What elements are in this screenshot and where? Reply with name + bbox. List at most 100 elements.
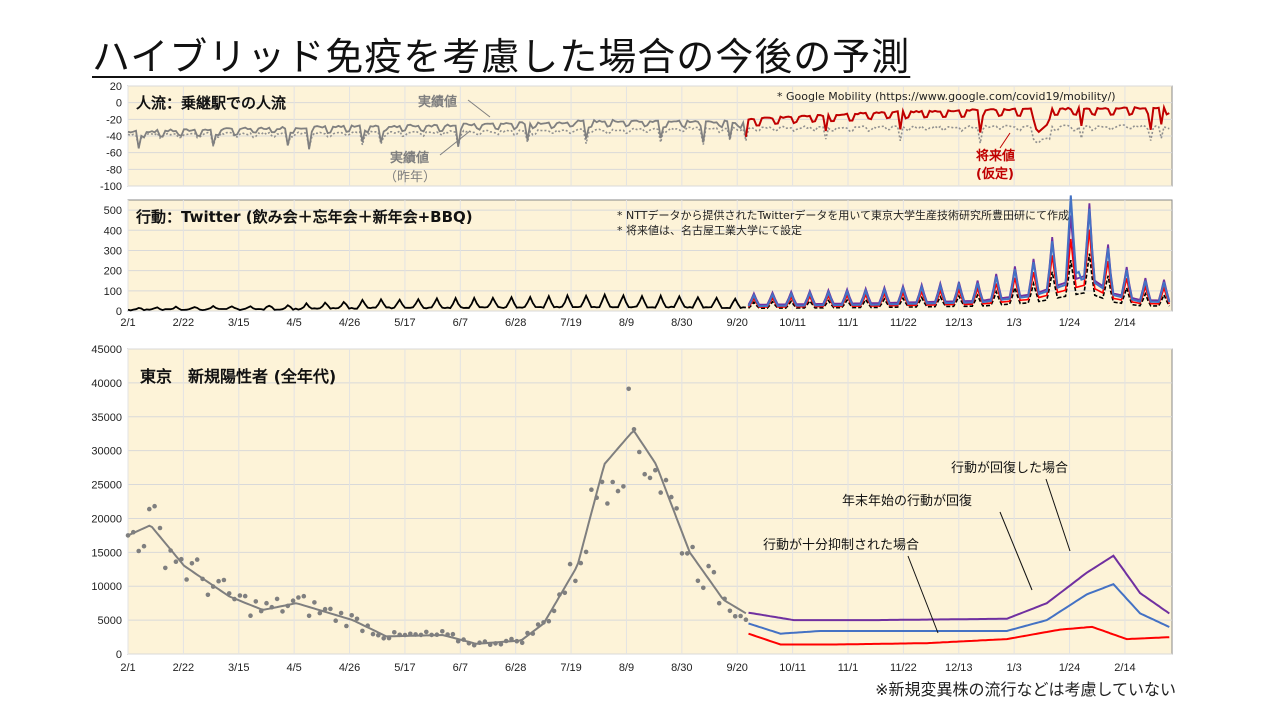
y-tick-label: 30000 — [91, 446, 122, 458]
x-tick-label: 2/14 — [1114, 317, 1135, 329]
data-dot — [690, 544, 695, 550]
data-dot — [519, 640, 525, 646]
data-dot — [147, 506, 152, 512]
panel3-annotation-holiday-leader — [999, 511, 1033, 591]
x-tick-label: 1/24 — [1059, 317, 1080, 329]
data-dot — [701, 585, 706, 591]
data-dot — [562, 590, 568, 596]
data-dot — [306, 613, 312, 619]
data-dot — [152, 503, 157, 509]
data-dot — [685, 551, 690, 556]
data-dot — [567, 561, 573, 567]
data-dot — [290, 598, 296, 603]
data-dot — [163, 565, 168, 571]
panel1-y-ticks: 20 0 -20 -40 -60 -80 -100 — [100, 81, 122, 193]
data-dot — [679, 551, 685, 556]
panel3-series-holiday — [748, 583, 1170, 635]
x-tick-label: 10/11 — [779, 662, 806, 674]
x-tick-label: 11/1 — [838, 662, 859, 674]
panel1-label-last-year-sub: （昨年） — [384, 170, 436, 185]
y-tick-label: 45000 — [91, 344, 122, 356]
panel2-note1: * NTTデータから提供されたTwitterデータを用いて東京大学生産技術研究所… — [617, 208, 1069, 222]
panel3-annotation-recovered-leader — [1045, 478, 1071, 552]
data-dot — [322, 606, 328, 612]
y-tick-label: -40 — [106, 131, 122, 143]
data-dot — [711, 569, 717, 575]
data-dot — [546, 618, 552, 624]
data-dot — [450, 631, 456, 637]
data-dot — [578, 560, 584, 566]
panel2-note2: * 将来値は、名古屋工業大学にて設定 — [617, 223, 802, 237]
y-tick-label: 20 — [110, 81, 122, 93]
data-dot — [280, 609, 285, 614]
data-dot — [184, 577, 189, 582]
data-dot — [333, 618, 339, 623]
data-dot — [743, 617, 749, 622]
x-tick-label: 6/28 — [505, 317, 526, 329]
y-tick-label: 40000 — [91, 378, 122, 390]
data-dot — [732, 614, 738, 619]
data-dot — [205, 592, 211, 598]
x-tick-label: 11/22 — [890, 662, 917, 674]
panel1-series-last-year-future — [745, 124, 1170, 144]
y-tick-label: 35000 — [91, 412, 122, 424]
data-dot — [727, 608, 733, 614]
panel3-annotation-holiday: 年末年始の行動が回復 — [842, 493, 972, 509]
panel1-label-future: 将来値 — [976, 148, 1015, 164]
data-dot — [551, 608, 557, 614]
data-dot — [328, 606, 333, 612]
panel3-annotation-restrained: 行動が十分抑制された場合 — [763, 538, 919, 553]
data-dot — [354, 616, 360, 622]
data-dot — [301, 593, 307, 599]
x-tick-label: 9/20 — [727, 662, 748, 674]
data-dot — [141, 543, 147, 549]
panel2-x-ticks: 2/1 2/22 3/15 4/5 4/26 5/17 6/7 6/28 7/19 8/9 8/30… — [120, 317, 1135, 329]
panel1-label-actual: 実績値 — [418, 94, 457, 110]
data-dot — [360, 628, 365, 634]
y-tick-label: 25000 — [91, 480, 122, 492]
data-dot — [296, 595, 301, 600]
y-tick-label: -80 — [106, 164, 122, 176]
panel2-title: 行動：Twitter (飲み会＋忘年会＋新年会+BBQ) — [135, 208, 473, 226]
y-tick-label: 400 — [104, 225, 122, 237]
panel3-series-actual — [127, 429, 747, 645]
panel3-annotation-restrained-leader — [907, 555, 939, 634]
x-tick-label: 8/30 — [671, 662, 692, 674]
panel2-series-recovered-blue — [747, 195, 1171, 308]
data-dot — [237, 593, 243, 598]
y-tick-label: -20 — [106, 114, 122, 126]
data-dot — [498, 642, 504, 647]
y-tick-label: 20000 — [91, 513, 122, 525]
y-tick-label: 0 — [116, 306, 122, 318]
data-dot — [392, 630, 397, 635]
y-tick-label: -100 — [100, 181, 122, 193]
x-tick-label: 11/1 — [838, 317, 859, 329]
panel1-series-last-year — [127, 125, 747, 150]
panel1-grid — [127, 85, 1172, 187]
data-dot — [610, 479, 615, 485]
panel3-x-ticks: 2/1 2/22 3/15 4/5 4/26 5/17 6/7 6/28 7/19 8/9 8/30… — [120, 662, 1135, 674]
data-dot — [253, 599, 259, 604]
x-tick-label: 2/1 — [120, 662, 135, 674]
x-tick-label: 12/13 — [945, 662, 973, 674]
x-tick-label: 2/22 — [173, 662, 194, 674]
panel2-grid — [127, 200, 1172, 312]
panel1-source-note: * Google Mobility (https://www.google.co… — [777, 90, 1116, 103]
panel1-series-actual — [127, 118, 747, 150]
data-dot — [157, 525, 163, 531]
x-tick-label: 9/20 — [727, 317, 748, 329]
data-dot — [626, 386, 631, 392]
data-dot — [338, 610, 344, 616]
y-tick-label: 5000 — [98, 615, 122, 627]
data-dot — [317, 610, 323, 616]
data-dot — [349, 613, 355, 618]
data-dot — [440, 629, 445, 634]
data-dot — [344, 623, 349, 629]
x-tick-label: 7/19 — [560, 317, 581, 329]
x-tick-label: 4/26 — [339, 662, 360, 674]
panel3-y-ticks: 45000 40000 35000 30000 25000 20000 15000 10000… — [91, 344, 122, 661]
x-tick-label: 3/15 — [228, 662, 249, 674]
y-tick-label: 0 — [116, 649, 122, 661]
y-tick-label: -60 — [106, 148, 122, 160]
